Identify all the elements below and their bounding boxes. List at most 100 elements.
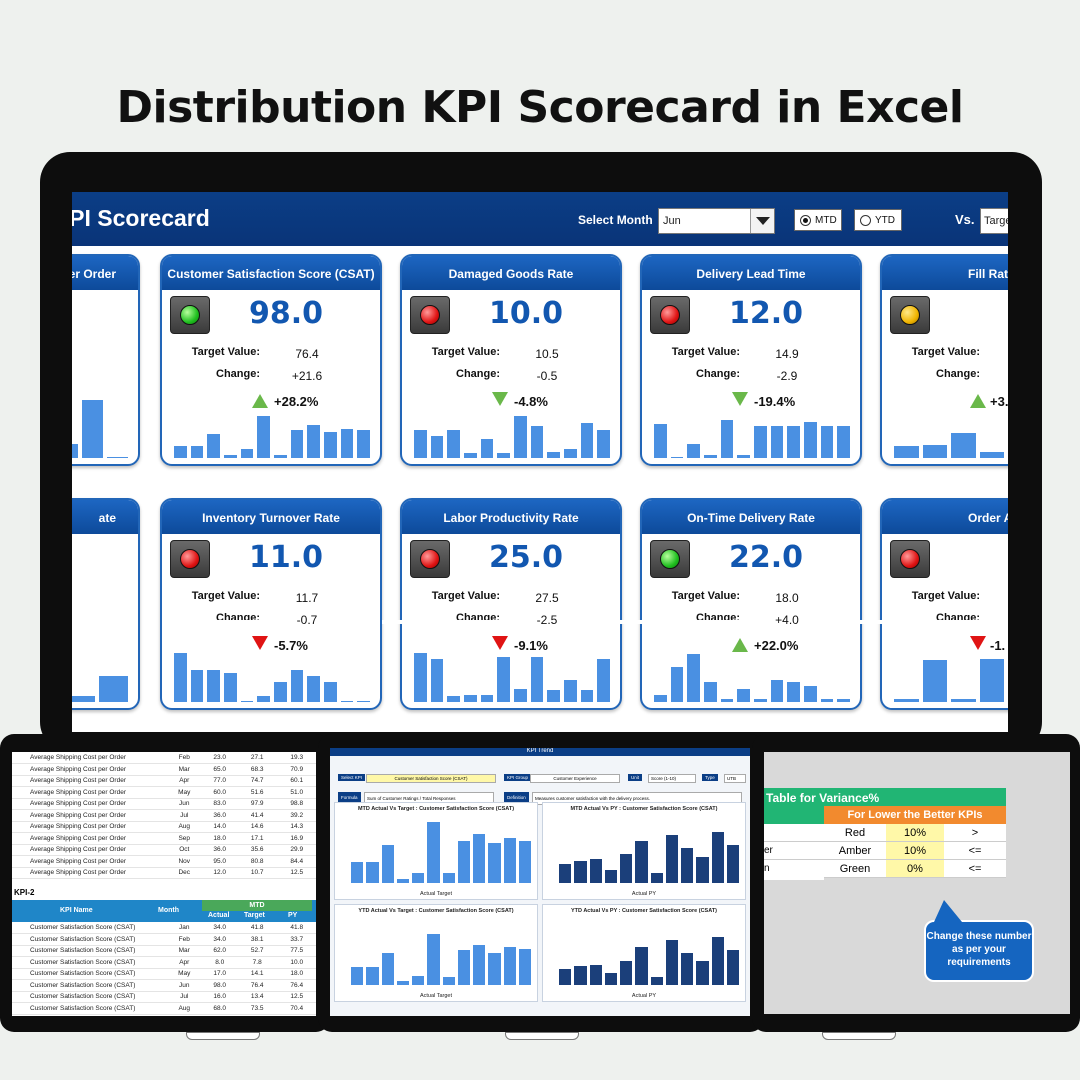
month-dropdown[interactable]: Jun (658, 208, 775, 234)
triangle-down-icon (492, 392, 508, 406)
value-cell: 52.7 (236, 945, 278, 957)
select-kpi-dropdown[interactable]: Customer Satisfaction Score (CSAT) (366, 774, 496, 783)
table-row: Average Shipping Cost per Order Dec 12.0 10… (12, 867, 316, 879)
trend-bar (670, 456, 684, 458)
table-row: Average Shipping Cost per Order Jun 83.0 97… (12, 798, 316, 810)
variance-value-input[interactable]: 0% (886, 860, 944, 878)
value-cell: 41.8 (277, 922, 316, 934)
table-row: Customer Satisfaction Score (CSAT) Jul 16.… (12, 991, 316, 1003)
chart-bar (559, 863, 572, 883)
chart-bar (604, 973, 617, 985)
red-status-light-icon (410, 296, 450, 334)
trend-bar (580, 690, 594, 702)
trend-bar (547, 452, 561, 458)
change-label: Change: (216, 368, 260, 380)
kpi-value: 25.0 (488, 540, 564, 575)
variance-value-input[interactable]: 10% (886, 842, 944, 860)
kpi-name-cell: Average Shipping Cost per Order (12, 832, 167, 845)
trend-bar (514, 416, 527, 458)
trend-bar (98, 675, 128, 702)
trend-bar (820, 699, 834, 702)
table-row: Customer Satisfaction Score (CSAT) May 17.… (12, 968, 316, 980)
change-label: Change: (936, 368, 980, 380)
value-cell: 36.0 (202, 844, 237, 856)
month-dropdown-value: Jun (663, 215, 681, 227)
kpi-card: On-Time Delivery Rate 22.0 Target Value: Ch… (640, 498, 862, 710)
kpi-card-title: Delivery Lead Time (642, 256, 860, 290)
trend-bar (324, 681, 337, 702)
trend-bar (447, 430, 461, 458)
chart-bar (574, 965, 587, 985)
kpi-value: 27 (978, 540, 1008, 575)
status-bulb (660, 549, 680, 569)
value-cell: 19.3 (277, 752, 316, 764)
kpi-group-value: Customer Experience (530, 774, 620, 783)
trend-mini-chart (72, 400, 128, 458)
chart-bar (559, 969, 572, 985)
kpi-card: Customer Satisfaction Score (CSAT) 98.0 Ta… (160, 254, 382, 466)
kpi-card-title: per Order (72, 256, 138, 290)
trend-bar (787, 681, 801, 702)
table-row: Customer Satisfaction Score (CSAT) Mar 62.… (12, 945, 316, 957)
trend-bar (257, 696, 271, 702)
callout-note: Change these number as per your requirem… (924, 900, 1034, 982)
trend-bar (224, 673, 237, 702)
value-cell: 51.6 (236, 786, 278, 799)
value-cell: 41.4 (236, 809, 278, 822)
trend-bar (720, 420, 734, 458)
trend-bar (224, 455, 237, 458)
trend-mini-chart (174, 400, 371, 458)
radio-selected-icon (800, 215, 811, 226)
change-percent: +3. (990, 394, 1008, 409)
vs-dropdown[interactable]: Targe (980, 208, 1008, 234)
variance-value-input[interactable]: 10% (886, 824, 944, 842)
chart-bar (427, 933, 440, 985)
dashboard-screen: tion KPI Scorecard Select Month Jun MTD … (72, 192, 1008, 732)
chart-bar (635, 841, 648, 883)
chart-title: YTD Actual Vs Target : Customer Satisfac… (358, 908, 514, 914)
ytd-radio[interactable]: YTD (854, 209, 902, 231)
trend-bar (290, 430, 304, 458)
chart-bar (396, 981, 409, 985)
trend-bar (687, 654, 701, 702)
kpi-name-cell: Average Shipping Cost per Order (12, 821, 167, 833)
value-cell: 73.5 (236, 1002, 278, 1015)
triangle-up-icon (252, 394, 268, 408)
triangle-up-icon (732, 638, 748, 652)
chart-bar (427, 822, 440, 883)
kpi-name-cell: Average Shipping Cost per Order (12, 798, 167, 810)
trend-bar (770, 426, 784, 458)
mtd-radio[interactable]: MTD (794, 209, 842, 231)
kpi-name-cell: Customer Satisfaction Score (CSAT) (12, 968, 167, 980)
chart-legend: Actual Target (419, 993, 452, 999)
trend-bar (207, 670, 221, 702)
value-cell: 18.0 (202, 832, 237, 845)
kpi-card: Fill Rate 42 Target Value: Change: +3. (880, 254, 1008, 466)
value-cell: 16.0 (202, 991, 237, 1003)
select-kpi-label: Select KPI (338, 774, 366, 781)
value-cell: 34.0 (202, 922, 237, 934)
trend-bar (107, 456, 128, 458)
chart-bars (559, 819, 739, 883)
kpi2-table-header: KPI Name Month MTD Actual Target PY (12, 900, 316, 922)
value-cell: 74.7 (236, 775, 278, 787)
value-cell: Apr (166, 956, 203, 969)
chart-bar (696, 960, 709, 985)
target-label: Target Value: (431, 346, 500, 358)
value-cell: 68.0 (202, 1002, 237, 1015)
trend-bar (951, 433, 976, 458)
trend-mini-chart (654, 644, 851, 702)
chevron-down-icon[interactable] (750, 209, 774, 233)
value-cell: 77.0 (202, 775, 237, 787)
chart-bar (589, 964, 602, 985)
change-percent: -5.7% (274, 638, 308, 653)
value-cell: 41.8 (236, 922, 278, 934)
red-status-light-icon (170, 540, 210, 578)
value-cell: Oct (166, 844, 203, 856)
target-value: 14.9 (775, 347, 799, 361)
trend-bar (290, 670, 304, 702)
value-cell: 10.7 (236, 867, 278, 879)
trend-bar (257, 416, 271, 458)
target-value: 11.7 (295, 591, 319, 605)
trend-chart: YTD Actual Vs PY : Customer Satisfaction… (542, 904, 746, 1002)
